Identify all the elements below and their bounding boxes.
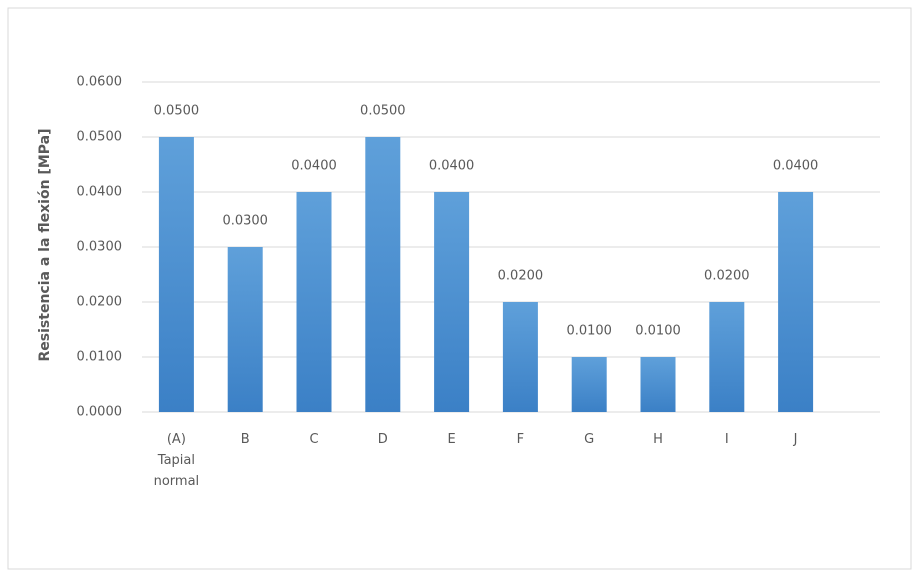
x-tick-label: F	[516, 432, 525, 447]
x-tick-label: I	[724, 432, 729, 447]
y-tick-label: 0.0500	[77, 130, 123, 145]
bar	[709, 302, 745, 412]
bar	[502, 302, 538, 412]
value-label: 0.0200	[498, 269, 544, 284]
value-label: 0.0100	[566, 324, 612, 339]
x-tick-label: J	[793, 432, 798, 447]
y-tick-label: 0.0200	[77, 295, 123, 310]
value-label: 0.0400	[429, 159, 475, 174]
value-label: 0.0400	[291, 159, 337, 174]
value-label: 0.0100	[635, 324, 681, 339]
bar	[434, 192, 470, 412]
x-tick-label: D	[377, 432, 388, 447]
bar	[365, 137, 401, 412]
y-axis-title: Resistencia a la flexión [MPa]	[37, 129, 53, 362]
x-tick-label: G	[584, 432, 595, 447]
bar	[640, 357, 676, 412]
y-tick-label: 0.0300	[77, 240, 123, 255]
y-tick-label: 0.0000	[77, 405, 123, 420]
y-tick-label: 0.0400	[77, 185, 123, 200]
x-tick-label: B	[240, 432, 250, 447]
x-tick-label: H	[653, 432, 663, 447]
bar	[571, 357, 607, 412]
value-label: 0.0200	[704, 269, 750, 284]
bar	[296, 192, 332, 412]
bar	[778, 192, 814, 412]
x-tick-label: (A) Tapial normal	[153, 432, 200, 489]
x-tick-label: C	[309, 432, 319, 447]
bar	[227, 247, 263, 412]
value-label: 0.0300	[222, 214, 268, 229]
y-tick-label: 0.0600	[77, 75, 123, 90]
value-label: 0.0500	[360, 104, 406, 119]
y-tick-label: 0.0100	[77, 350, 123, 365]
bar	[158, 137, 194, 412]
value-label: 0.0500	[154, 104, 200, 119]
value-label: 0.0400	[773, 159, 819, 174]
x-tick-label: E	[447, 432, 456, 447]
